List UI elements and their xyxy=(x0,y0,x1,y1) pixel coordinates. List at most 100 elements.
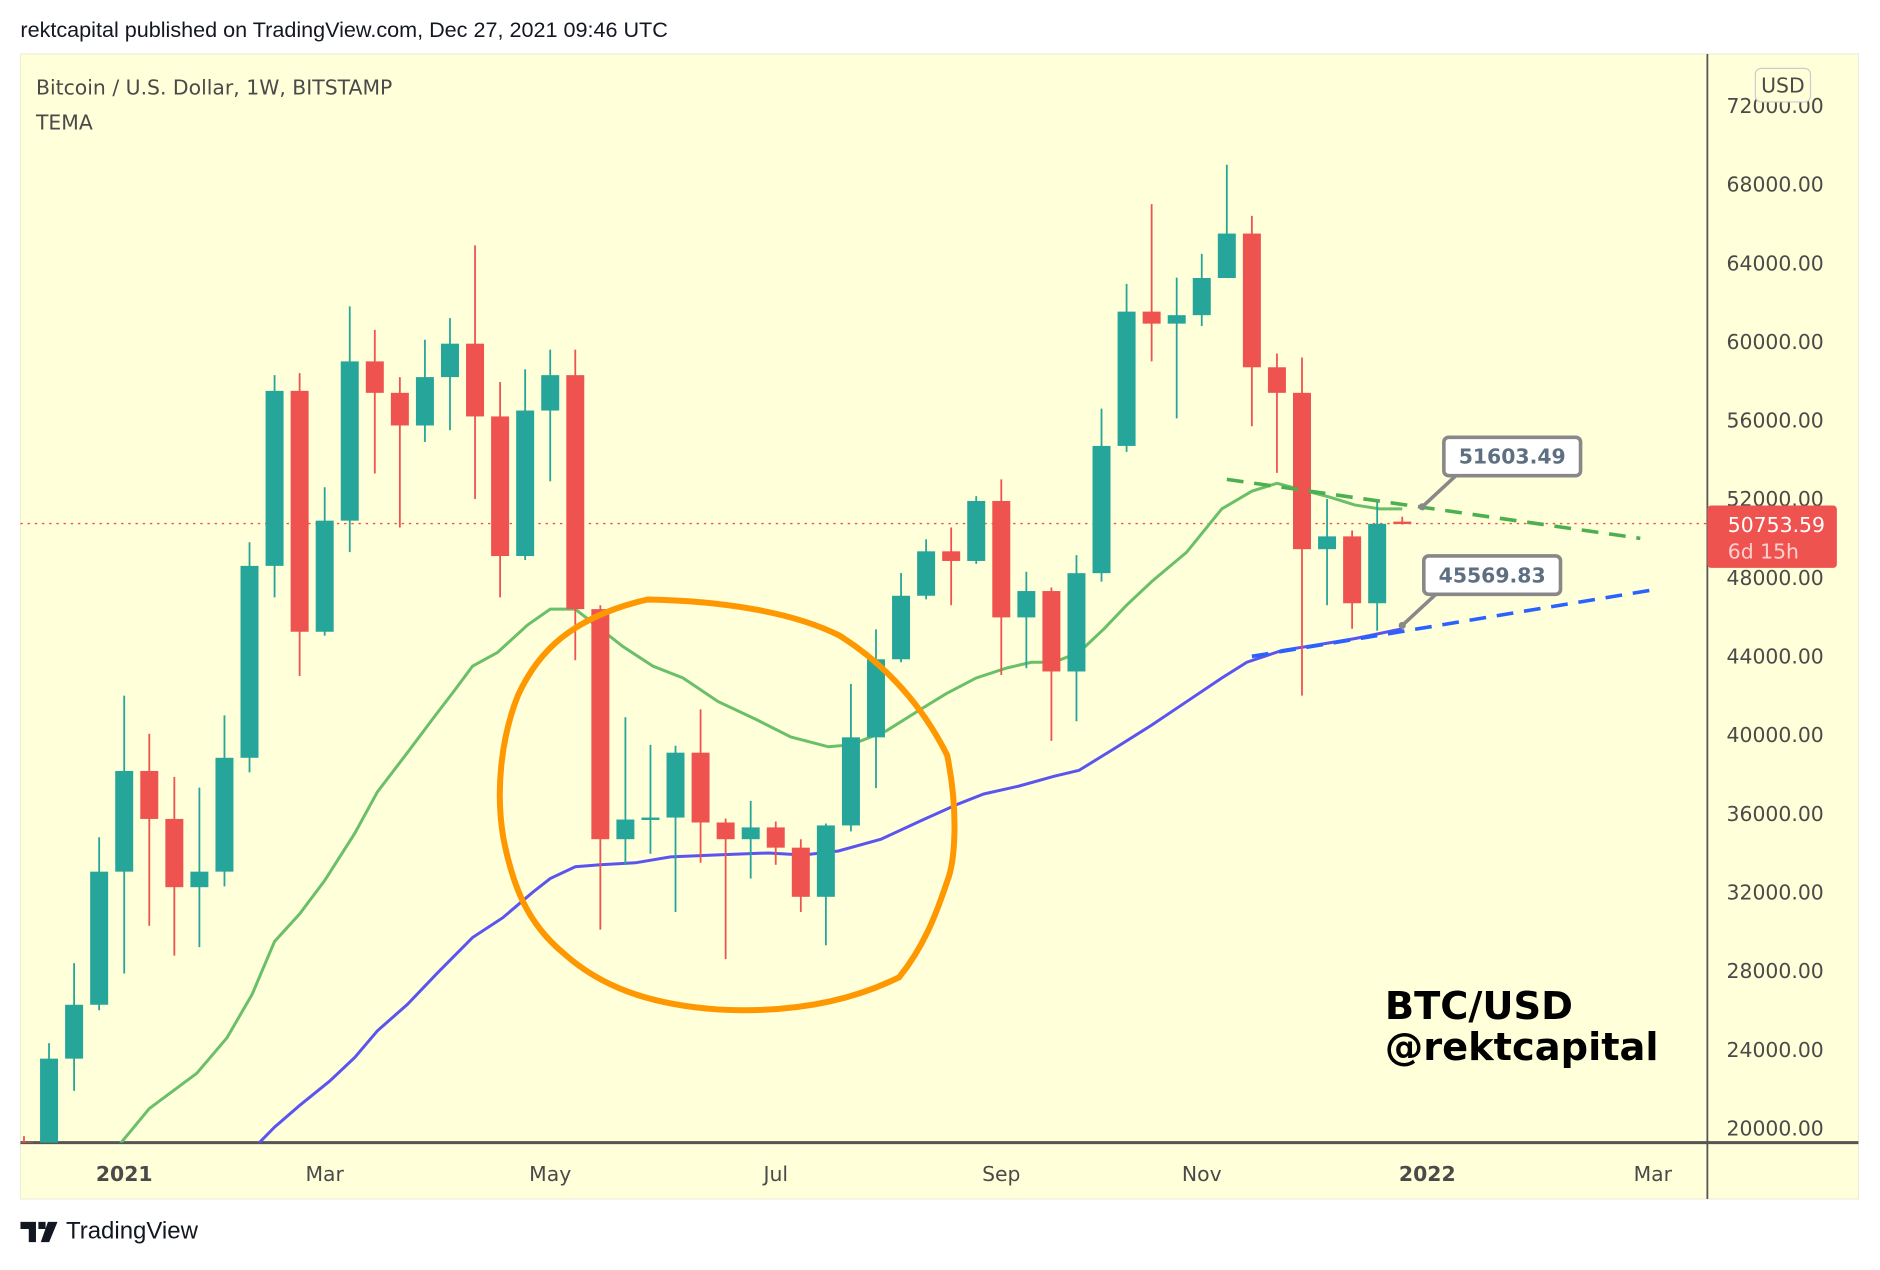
candle[interactable] xyxy=(1092,408,1111,582)
candle-body xyxy=(40,1058,59,1143)
candle[interactable] xyxy=(415,339,434,442)
candle[interactable] xyxy=(1117,283,1136,452)
candle[interactable] xyxy=(666,745,685,912)
candle[interactable] xyxy=(866,629,885,789)
candle[interactable] xyxy=(816,823,835,946)
time-tick-label: Mar xyxy=(1634,1162,1673,1186)
candle[interactable] xyxy=(1167,277,1186,419)
candle[interactable] xyxy=(240,542,259,773)
candle-body xyxy=(1092,445,1111,574)
candle[interactable] xyxy=(1217,164,1236,279)
candle[interactable] xyxy=(716,818,735,960)
watermark-pair: BTC/USD xyxy=(1385,984,1573,1029)
candle[interactable] xyxy=(1318,499,1337,606)
candle[interactable] xyxy=(90,837,109,1011)
price-tick-label: 40000.00 xyxy=(1727,723,1824,747)
candle[interactable] xyxy=(566,349,585,661)
candle[interactable] xyxy=(65,963,84,1091)
candle-body xyxy=(1142,311,1161,324)
price-tick-label: 60000.00 xyxy=(1727,330,1824,354)
candle[interactable] xyxy=(265,375,284,598)
candle-body xyxy=(1293,392,1311,550)
price-tick-label: 48000.00 xyxy=(1727,566,1824,590)
candle[interactable] xyxy=(15,1136,33,1148)
candle[interactable] xyxy=(365,329,384,474)
candle-body xyxy=(1318,536,1337,550)
candle[interactable] xyxy=(40,1043,59,1150)
candle[interactable] xyxy=(1017,571,1036,669)
candle[interactable] xyxy=(942,527,961,606)
currency-button[interactable]: USD xyxy=(1754,67,1812,103)
candle[interactable] xyxy=(165,776,184,956)
candle[interactable] xyxy=(892,572,911,663)
candle-body xyxy=(516,410,535,557)
price-tick-label: 68000.00 xyxy=(1727,173,1824,197)
candle[interactable] xyxy=(1293,357,1311,696)
candle[interactable] xyxy=(440,318,459,431)
candle[interactable] xyxy=(1042,587,1061,741)
candle[interactable] xyxy=(1192,253,1211,326)
candle-body xyxy=(265,390,284,566)
price-tick-label: 64000.00 xyxy=(1727,251,1824,275)
candle[interactable] xyxy=(641,744,660,854)
price-callout[interactable]: 45569.83 xyxy=(1398,554,1563,630)
candle[interactable] xyxy=(1067,555,1086,722)
price-callout[interactable]: 51603.49 xyxy=(1418,435,1583,511)
footer-brand[interactable]: TradingView xyxy=(20,1218,198,1246)
last-price-label: 50753.59 6d 15h xyxy=(1707,505,1837,568)
candle[interactable] xyxy=(290,373,309,676)
candle-body xyxy=(415,377,434,426)
candle-body xyxy=(666,752,685,818)
time-tick-label: Mar xyxy=(305,1162,344,1186)
candle[interactable] xyxy=(516,369,535,560)
candle[interactable] xyxy=(115,695,134,974)
tema-fast-line[interactable] xyxy=(119,481,1403,1145)
candle[interactable] xyxy=(1368,499,1387,631)
candle[interactable] xyxy=(1267,353,1286,473)
candle[interactable] xyxy=(741,800,760,879)
candle-body xyxy=(1242,233,1261,368)
candle-body xyxy=(616,819,635,840)
candle[interactable] xyxy=(992,479,1011,676)
support-trendline[interactable] xyxy=(1251,587,1656,659)
candle[interactable] xyxy=(340,306,359,553)
candle[interactable] xyxy=(390,377,409,528)
candle[interactable] xyxy=(1393,516,1412,525)
candle-body xyxy=(115,770,134,872)
candle[interactable] xyxy=(791,839,810,912)
candle[interactable] xyxy=(766,821,785,865)
price-axis[interactable]: 72000.0068000.0064000.0060000.0056000.00… xyxy=(1727,94,1824,1141)
candle[interactable] xyxy=(491,382,510,598)
candle[interactable] xyxy=(541,349,560,482)
svg-text:50753.59: 50753.59 xyxy=(1728,513,1825,537)
candle[interactable] xyxy=(140,733,159,926)
candle[interactable] xyxy=(917,539,936,600)
candle[interactable] xyxy=(190,787,209,948)
candle[interactable] xyxy=(1142,204,1161,362)
candle[interactable] xyxy=(841,683,860,832)
candle-body xyxy=(917,551,936,596)
candle[interactable] xyxy=(616,717,635,865)
candle[interactable] xyxy=(691,709,710,863)
time-axis[interactable]: 2021 Mar May Jul Sep Nov 2022 Mar xyxy=(96,1162,1673,1186)
candle[interactable] xyxy=(1242,215,1261,427)
orange-circle-annotation[interactable] xyxy=(496,596,958,1014)
resistance-trendline[interactable] xyxy=(1226,477,1641,541)
candle[interactable] xyxy=(967,496,986,564)
candle-body xyxy=(566,375,585,610)
candle-body xyxy=(440,343,459,378)
candle-body xyxy=(541,375,560,411)
candle[interactable] xyxy=(315,487,334,636)
candle-body xyxy=(240,565,259,758)
candle-body xyxy=(1192,278,1211,316)
price-tick-label: 36000.00 xyxy=(1727,802,1824,826)
candle[interactable] xyxy=(466,245,485,500)
candle-body xyxy=(1343,536,1362,604)
tema-slow-line[interactable] xyxy=(257,627,1403,1145)
candle[interactable] xyxy=(1343,530,1362,629)
candle[interactable] xyxy=(591,605,610,930)
candle[interactable] xyxy=(215,715,234,887)
price-tick-label: 28000.00 xyxy=(1727,959,1824,983)
